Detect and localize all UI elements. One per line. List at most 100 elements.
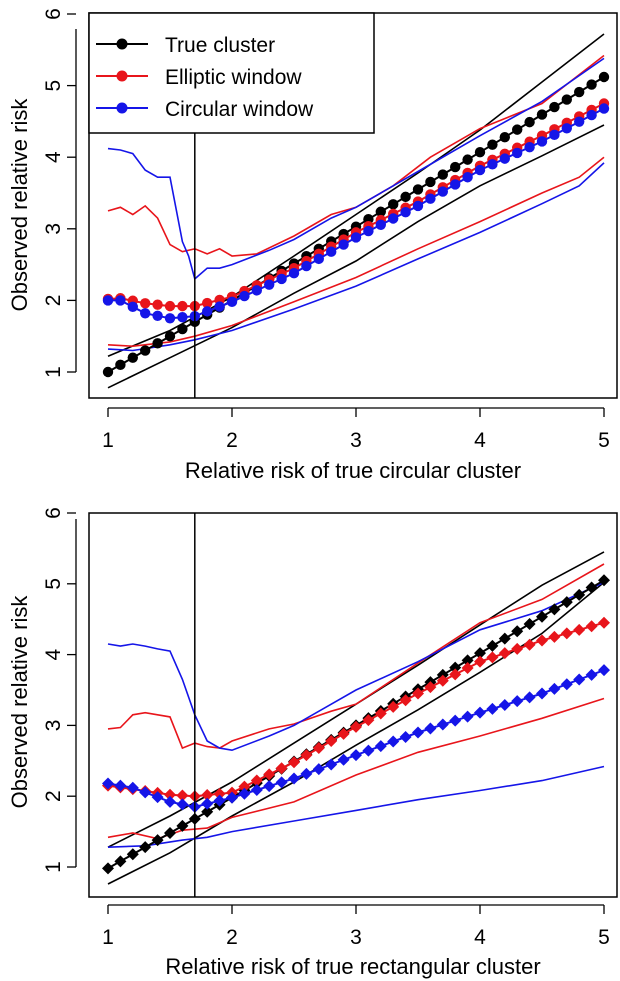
circular-window-mean-point <box>462 172 473 183</box>
circular-window-mean-point <box>114 779 127 792</box>
circular-window-mean-point <box>498 699 511 712</box>
true-cluster-mean-point <box>177 323 188 335</box>
plot-frame <box>88 512 618 898</box>
true-cluster-mean-point <box>598 71 610 83</box>
true-cluster-mean-point <box>461 654 474 667</box>
circular-window-mean-point <box>375 219 386 230</box>
circular-window-mean-point <box>164 313 176 324</box>
circular-window-mean-point <box>450 179 461 190</box>
circular-window-mean-point <box>486 702 499 715</box>
circular-window-mean-point <box>213 794 226 807</box>
circular-window-mean-point <box>338 239 349 250</box>
circular-window-mean-point <box>437 186 448 197</box>
x-tick-label: 2 <box>226 926 238 949</box>
circular-window-mean-point <box>399 731 412 744</box>
elliptic-window-mean-point <box>238 780 251 793</box>
circular-window-mean-point <box>585 668 598 681</box>
elliptic-window-mean-point <box>164 300 176 312</box>
elliptic-window-band-upper-line <box>107 54 605 257</box>
y-tick-label: 2 <box>42 295 65 307</box>
y-axis-ticks: 1 2 3 4 5 6 <box>42 507 76 873</box>
circular-window-mean-point <box>176 798 189 811</box>
circular-window-mean-point <box>337 753 350 766</box>
legend-marker-circular-window <box>116 102 128 114</box>
circular-window-mean-point <box>300 767 313 780</box>
y-axis: 1 2 3 4 5 6 Observed relative risk <box>7 8 77 378</box>
circular-window-mean-point <box>350 232 362 243</box>
circular-window-mean-point <box>276 273 287 285</box>
true-cluster-band-lower-line <box>107 581 605 885</box>
circular-window-mean-point <box>598 103 610 114</box>
elliptic-window-mean-point <box>337 727 350 740</box>
circular-window-mean-point <box>325 758 338 771</box>
true-cluster-mean-point <box>561 94 572 105</box>
true-cluster-mean-point <box>425 176 436 188</box>
circular-window-mean-point <box>561 123 572 134</box>
circular-window-mean-point <box>202 306 213 317</box>
true-cluster-mean-point <box>140 345 151 356</box>
true-cluster-mean-point <box>388 199 399 210</box>
circular-window-band-lower-line <box>107 162 605 352</box>
y-tick-label: 3 <box>42 223 65 235</box>
circular-window-mean-point <box>127 301 138 313</box>
circular-window-mean-point <box>499 153 510 164</box>
circular-window-mean-point <box>214 301 225 312</box>
circular-window-mean-point <box>288 267 300 279</box>
y-tick-label: 1 <box>42 861 65 873</box>
elliptic-window-mean-point <box>436 674 449 687</box>
true-cluster-mean-point <box>586 79 597 90</box>
circular-window-mean-point <box>560 678 573 691</box>
elliptic-window-mean-point <box>213 787 226 800</box>
x-tick-label: 4 <box>474 926 486 949</box>
legend-entry-true-cluster: True cluster <box>96 34 275 57</box>
elliptic-window-mean-point <box>449 668 462 681</box>
circular-window-mean-point <box>102 777 114 790</box>
true-cluster-mean-point <box>375 206 386 217</box>
circular-window-mean-point <box>275 776 288 789</box>
true-cluster-mean-point <box>548 603 561 616</box>
circular-window-mean-point <box>449 714 462 727</box>
elliptic-window-mean-point <box>598 616 610 629</box>
y-axis-title: Observed relative risk <box>7 98 32 312</box>
circular-window-mean-point <box>512 147 523 159</box>
true-cluster-mean-point <box>164 331 176 342</box>
true-cluster-mean-point <box>523 618 536 631</box>
legend-entry-elliptic-window: Elliptic window <box>96 66 302 89</box>
circular-window-mean-point <box>598 664 610 677</box>
x-tick-label: 3 <box>350 429 362 452</box>
elliptic-window-mean-point <box>486 651 499 664</box>
elliptic-window-mean-point <box>275 762 288 775</box>
elliptic-window-mean-point <box>498 647 511 660</box>
elliptic-window-mean-point <box>548 630 561 643</box>
true-cluster-mean-point <box>151 834 164 847</box>
true-cluster-mean-point <box>412 184 424 195</box>
elliptic-window-mean-point <box>202 297 213 309</box>
circular-window-mean-point <box>164 795 176 808</box>
true-cluster-mean-point <box>585 581 598 594</box>
legend-marker-true-cluster <box>116 38 128 50</box>
true-cluster-mean-point <box>474 647 486 660</box>
circular-window-mean-point <box>102 295 114 306</box>
x-tick-label: 2 <box>226 429 238 452</box>
elliptic-window-mean-point <box>177 300 188 312</box>
bottom-panel-rectangular-cluster: 1 2 3 4 5 6 Observed relative risk 1 2 3 4 5 Rela… <box>7 507 618 979</box>
legend-box <box>88 12 375 134</box>
legend-marker-elliptic-window <box>116 70 128 82</box>
circular-window-mean-point <box>350 749 362 762</box>
elliptic-window-mean-point <box>374 707 387 720</box>
true-cluster-mean-point <box>486 639 499 652</box>
x-tick-label: 1 <box>102 926 114 949</box>
elliptic-window-band-lower-line <box>107 156 605 348</box>
y-tick-label: 2 <box>42 790 65 802</box>
true-cluster-mean-point <box>462 154 473 165</box>
circular-window-mean-point <box>139 786 152 799</box>
circular-window-band-lower-line <box>107 765 605 848</box>
x-tick-label: 1 <box>102 429 114 452</box>
circular-window-mean-point <box>264 279 275 290</box>
circular-window-mean-point <box>152 310 163 321</box>
elliptic-window-mean-point <box>573 623 586 636</box>
elliptic-window-mean-point <box>176 789 189 802</box>
true-cluster-mean-point <box>512 124 523 135</box>
true-cluster-mean-point <box>176 819 189 832</box>
